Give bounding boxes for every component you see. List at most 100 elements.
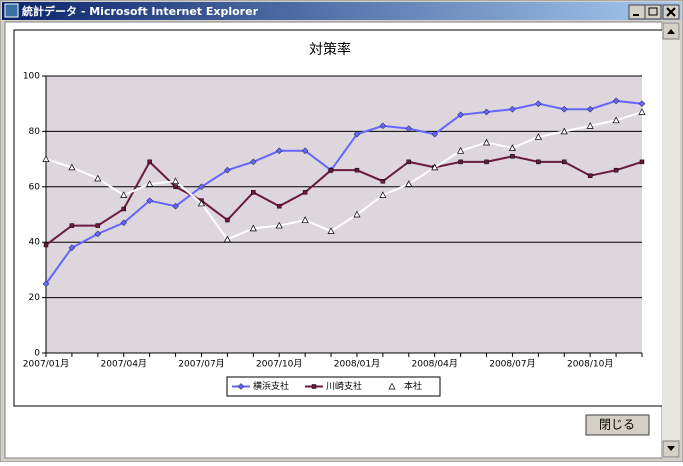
point — [612, 97, 620, 105]
point — [562, 159, 567, 165]
point — [560, 127, 568, 135]
point — [586, 105, 594, 113]
point — [431, 130, 439, 138]
point — [120, 219, 128, 227]
point — [251, 190, 256, 195]
point — [94, 230, 102, 238]
chart: 対策率 0 20 40 60 80 100 2007/01月 2007/04月 2007/07月 2… — [23, 41, 646, 397]
point — [482, 138, 491, 146]
point — [405, 125, 413, 132]
point — [406, 159, 412, 165]
point — [457, 147, 465, 154]
window-controls[interactable] — [628, 4, 680, 20]
point — [613, 167, 619, 173]
point — [68, 244, 76, 252]
window-title: 統計データ - Microsoft Internet Explorer — [22, 4, 259, 18]
point — [146, 180, 154, 187]
point — [587, 173, 593, 178]
point — [560, 105, 568, 113]
point — [510, 154, 515, 159]
point — [639, 159, 645, 165]
point — [353, 130, 361, 138]
point — [536, 159, 541, 165]
series-line — [45, 99, 643, 285]
legend-marker — [311, 384, 317, 389]
y-tick-label: 60 — [29, 182, 41, 192]
y-tick-label: 0 — [34, 349, 40, 359]
point — [327, 227, 335, 234]
point — [225, 217, 230, 223]
point — [301, 216, 309, 223]
maximize-button[interactable] — [644, 4, 662, 20]
point — [353, 210, 361, 218]
plot-area — [46, 76, 642, 353]
legend-marker — [237, 383, 245, 390]
point — [534, 100, 542, 108]
y-tick-label: 20 — [29, 293, 41, 303]
x-tick-label: 2007/10月 — [256, 359, 302, 370]
x-tick-label: 2008/04月 — [412, 359, 458, 370]
point — [146, 197, 154, 205]
x-tick-label: 2007/01月 — [23, 359, 69, 370]
point — [534, 133, 542, 140]
point — [380, 179, 386, 184]
point — [301, 147, 309, 155]
point — [431, 163, 439, 171]
y-tick-label: 80 — [29, 127, 41, 137]
point — [69, 223, 75, 228]
point — [484, 159, 489, 165]
point — [198, 183, 205, 191]
point — [509, 105, 516, 113]
point — [405, 180, 413, 187]
point — [328, 167, 334, 173]
point — [172, 202, 179, 210]
point — [276, 203, 282, 209]
point — [379, 191, 387, 198]
close-glyph — [666, 7, 676, 17]
point — [42, 280, 50, 288]
chart-title: 対策率 — [309, 41, 351, 58]
point — [223, 235, 231, 243]
x-tick-label: 2007/07月 — [178, 359, 224, 370]
legend: 横浜支社 川崎支社 本社 — [226, 376, 441, 397]
legend-label: 本社 — [404, 380, 422, 392]
point — [42, 155, 50, 162]
point — [121, 206, 126, 212]
point — [43, 242, 49, 248]
minimize-button[interactable] — [628, 4, 646, 20]
point — [68, 163, 76, 171]
point — [638, 108, 646, 115]
legend-label: 横浜支社 — [253, 380, 289, 392]
point — [302, 190, 308, 195]
point — [508, 144, 517, 151]
point — [275, 221, 283, 229]
point — [147, 159, 152, 165]
point — [586, 122, 594, 129]
point — [224, 166, 231, 174]
point — [120, 191, 128, 198]
point — [173, 184, 178, 190]
x-tick-label: 2007/04月 — [101, 359, 147, 370]
scroll-down-glyph — [667, 446, 675, 451]
maximize-glyph — [648, 7, 658, 16]
point — [457, 111, 464, 119]
legend-label: 川崎支社 — [326, 380, 362, 392]
y-tick-label: 100 — [23, 72, 40, 82]
series-line — [45, 111, 643, 241]
point — [171, 177, 180, 185]
point — [275, 147, 283, 155]
close-button[interactable] — [585, 414, 650, 436]
point — [249, 158, 257, 166]
legend-box — [226, 376, 441, 397]
x-tick-label: 2008/10月 — [567, 359, 613, 370]
legend-marker — [388, 382, 396, 390]
point — [95, 223, 101, 228]
point — [354, 167, 360, 173]
close-button-label[interactable]: 閉じる — [599, 418, 635, 432]
app-icon — [4, 3, 19, 18]
scroll-up-glyph — [667, 29, 675, 34]
scrollbar[interactable] — [662, 22, 680, 458]
point — [483, 108, 490, 116]
point — [458, 159, 463, 165]
